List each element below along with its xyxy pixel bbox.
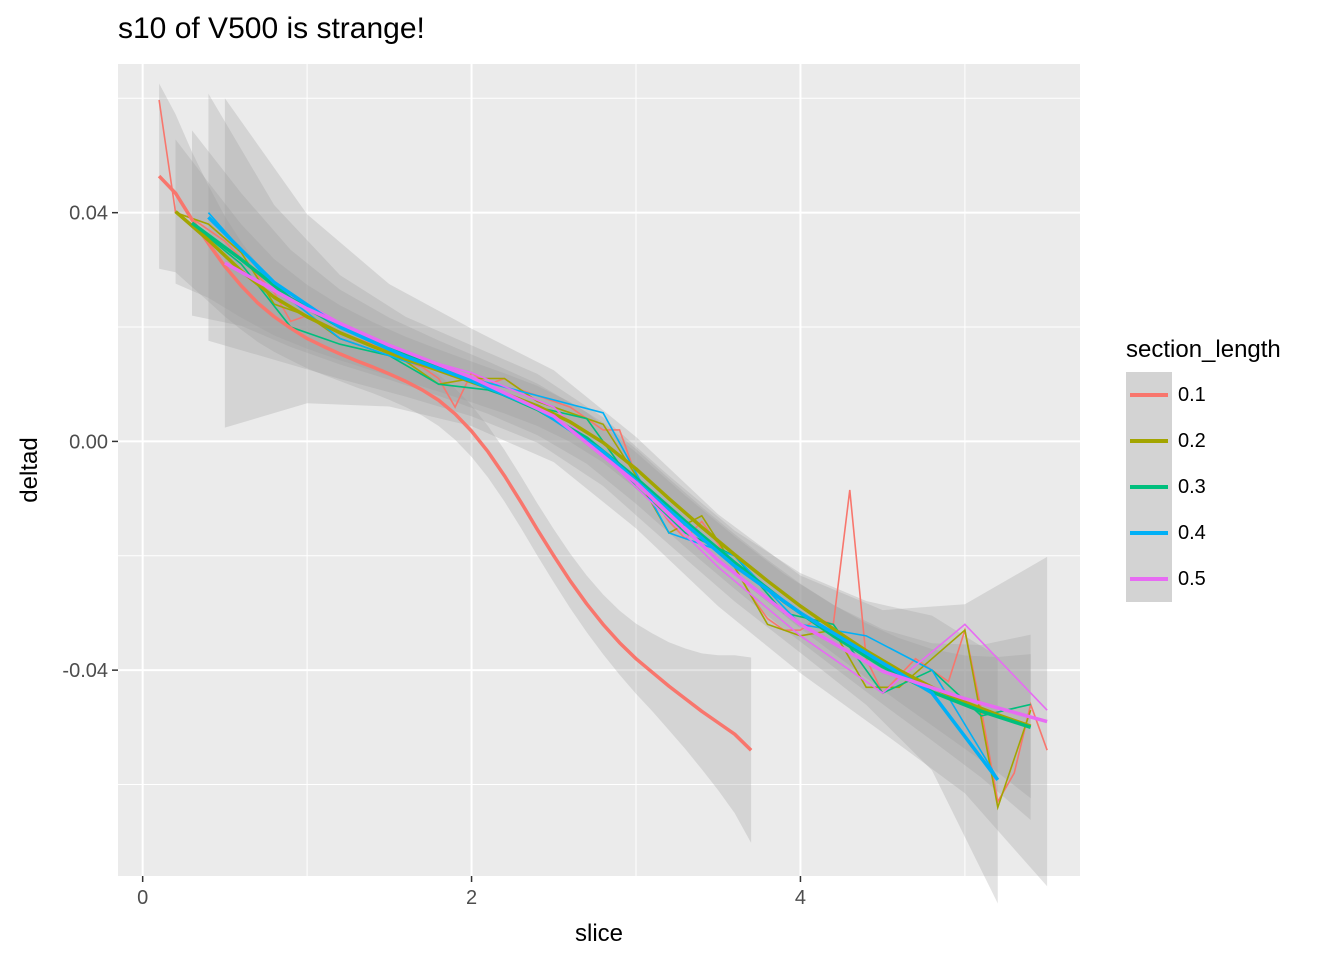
legend-title: section_length (1126, 336, 1281, 363)
smooth-line-0.2 (174, 210, 1032, 728)
smooth-series-lines (157, 174, 1048, 781)
smooth-line-0.5 (224, 261, 1048, 724)
x-tick-label: 2 (466, 887, 477, 909)
x-axis-ticks: 0 2 4 (137, 876, 806, 909)
smooth-line-0.4 (207, 216, 1000, 781)
legend-swatch (1130, 439, 1168, 443)
series-line-0.3 (191, 223, 1031, 717)
grid-minor (118, 64, 1080, 876)
legend-key (1126, 556, 1172, 602)
confidence-band-0.1 (159, 83, 752, 843)
smooth-line-0.1 (157, 174, 753, 752)
legend-key (1126, 418, 1172, 464)
y-tick-label: -0.04 (62, 660, 108, 682)
legend-key (1126, 464, 1172, 510)
legend-key (1126, 372, 1172, 418)
legend-key (1126, 510, 1172, 556)
legend-item-0.4: 0.4 (1126, 510, 1326, 556)
legend-swatch (1130, 393, 1168, 397)
legend-label: 0.5 (1178, 568, 1206, 590)
legend-swatch (1130, 577, 1168, 581)
chart-title: s10 of V500 is strange! (118, 12, 425, 45)
legend: 0.1 0.2 0.3 0.4 0.5 (1126, 372, 1326, 602)
legend-label: 0.4 (1178, 522, 1206, 544)
legend-item-0.5: 0.5 (1126, 556, 1326, 602)
legend-label: 0.2 (1178, 430, 1206, 452)
legend-label: 0.3 (1178, 476, 1206, 498)
legend-swatch (1130, 485, 1168, 489)
x-axis-label: slice (574, 920, 624, 947)
legend-label: 0.1 (1178, 384, 1206, 406)
x-tick-label: 0 (137, 887, 148, 909)
y-tick-label: 0.04 (69, 203, 108, 225)
confidence-band-0.5 (224, 98, 1048, 887)
legend-item-0.2: 0.2 (1126, 418, 1326, 464)
confidence-band-0.3 (192, 130, 1031, 820)
plot-panel (118, 64, 1080, 876)
series-line-0.4 (207, 212, 999, 780)
legend-item-0.3: 0.3 (1126, 464, 1326, 510)
legend-swatch (1130, 531, 1168, 535)
y-axis-ticks: -0.04 0.00 0.04 (62, 203, 118, 682)
y-axis-label: deltad (16, 437, 43, 503)
legend-item-0.1: 0.1 (1126, 372, 1326, 418)
y-tick-label: 0.00 (69, 431, 108, 453)
x-tick-label: 4 (795, 887, 806, 909)
